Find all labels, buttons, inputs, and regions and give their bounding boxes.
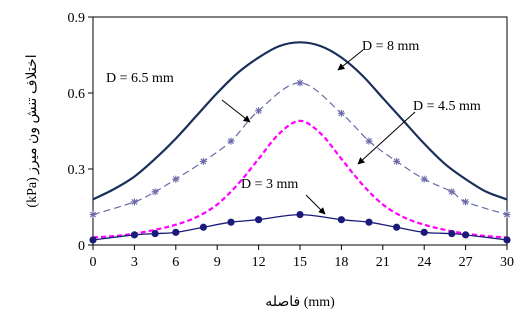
data-point — [365, 137, 373, 145]
plot-frame — [92, 16, 508, 246]
data-point — [199, 223, 207, 231]
x-tick-label: 24 — [417, 255, 431, 270]
annotation-label: D = 6.5 mm — [106, 71, 174, 86]
data-point — [393, 223, 401, 231]
data-point — [89, 211, 97, 219]
series-d-6-5-mm — [89, 79, 511, 219]
data-point — [130, 198, 138, 206]
y-axis-title: (kPa) اختلاف تنش ون میرز — [25, 54, 40, 207]
annotation-arrow — [357, 111, 416, 165]
x-tick-label: 6 — [172, 255, 179, 270]
data-point — [89, 236, 97, 244]
y-tick-label: 0.3 — [68, 163, 86, 178]
x-tick-label: 0 — [90, 255, 97, 270]
data-point — [227, 218, 235, 226]
data-point — [255, 216, 263, 224]
data-point — [337, 109, 345, 117]
annotation-label: D = 3 mm — [241, 177, 298, 192]
annotation-d-3-mm: D = 3 mm — [241, 177, 326, 215]
annotation-label: D = 8 mm — [362, 39, 419, 54]
annotation-label: D = 4.5 mm — [413, 99, 481, 114]
data-point — [393, 157, 401, 165]
data-point — [172, 175, 180, 183]
x-axis-title: فاصله (mm) — [265, 295, 335, 310]
data-point — [503, 236, 511, 244]
data-point — [151, 230, 159, 238]
x-tick-label: 3 — [131, 255, 138, 270]
x-tick-label: 12 — [252, 255, 266, 270]
series-d-8-mm — [92, 41, 508, 201]
annotation-arrow — [305, 194, 326, 215]
x-tick-label: 9 — [214, 255, 221, 270]
data-point — [296, 79, 304, 87]
plot-area — [92, 16, 508, 246]
data-point — [151, 188, 159, 196]
data-point — [503, 211, 511, 219]
series-line — [92, 119, 508, 239]
data-point — [448, 188, 456, 196]
annotation-d-4-5-mm: D = 4.5 mm — [357, 99, 481, 165]
series-line — [92, 82, 508, 216]
data-point — [420, 228, 428, 236]
data-point — [255, 107, 263, 115]
annotation-arrow — [221, 99, 251, 123]
data-point — [337, 216, 345, 224]
y-tick-label: 0.9 — [68, 11, 86, 26]
annotation-d-6-5-mm: D = 6.5 mm — [106, 71, 251, 123]
data-point — [130, 231, 138, 239]
data-point — [172, 228, 180, 236]
x-tick-label: 30 — [500, 255, 514, 270]
y-tick-label: 0 — [78, 239, 85, 254]
annotation-layer: D = 8 mm D = 6.5 mm D = 4.5 mm D = 3 mm — [106, 39, 481, 215]
axis-ticks: 0 3 6 9 12 15 18 21 24 27 30 0 0.3 0.6 0.9 — [68, 11, 515, 270]
annotation-arrow — [337, 49, 364, 71]
series-d-4-5-mm — [92, 119, 508, 239]
x-tick-label: 18 — [334, 255, 348, 270]
data-point — [462, 231, 470, 239]
data-point — [420, 175, 428, 183]
data-point — [365, 218, 373, 226]
data-point — [448, 230, 456, 238]
y-tick-label: 0.6 — [68, 87, 86, 102]
x-tick-label: 21 — [376, 255, 390, 270]
data-point — [296, 211, 304, 219]
series-line — [92, 41, 508, 201]
data-point — [199, 157, 207, 165]
data-point — [462, 198, 470, 206]
x-tick-label: 27 — [459, 255, 473, 270]
series-layer — [89, 41, 511, 244]
annotation-d-8-mm: D = 8 mm — [337, 39, 419, 71]
data-point — [227, 137, 235, 145]
series-d-3-mm — [89, 211, 511, 244]
x-tick-label: 15 — [293, 255, 307, 270]
